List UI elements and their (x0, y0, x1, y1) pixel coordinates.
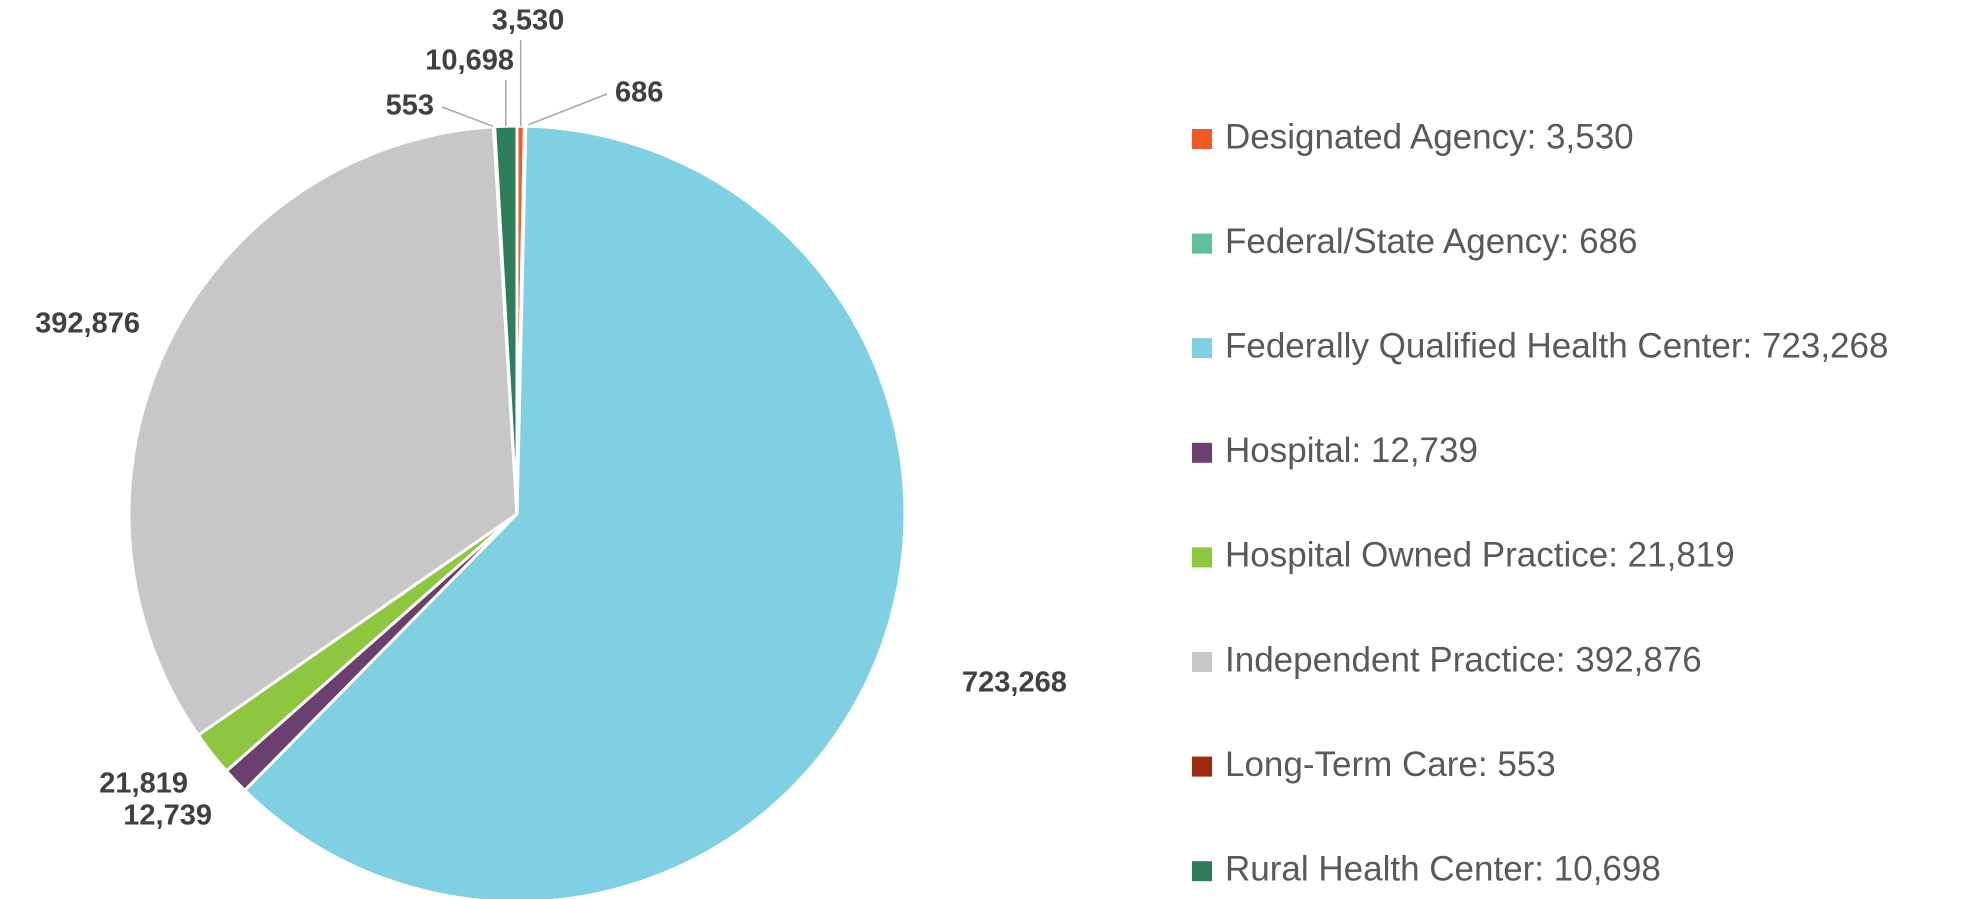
legend-label: Hospital: 12,739 (1225, 431, 1478, 470)
legend-label: Designated Agency: 3,530 (1225, 117, 1634, 156)
data-label: 392,876 (35, 308, 140, 340)
data-label: 723,268 (962, 667, 1067, 699)
legend-swatch (1192, 233, 1212, 254)
legend-swatch (1192, 652, 1212, 672)
legend-label: Independent Practice: 392,876 (1225, 640, 1702, 679)
legend-label: Long-Term Care: 553 (1225, 745, 1556, 784)
legend-swatch (1192, 756, 1212, 777)
legend-label: Rural Health Center: 10,698 (1225, 849, 1661, 888)
data-label: 3,530 (492, 5, 565, 37)
pie-slice (242, 124, 907, 899)
legend-swatch (1192, 129, 1212, 149)
data-label: 21,819 (99, 768, 188, 800)
legend-swatch (1192, 338, 1212, 359)
leader-line (441, 106, 495, 128)
data-label: 553 (386, 90, 434, 122)
legend-label: Federal/State Agency: 686 (1225, 222, 1638, 261)
data-label: 12,739 (123, 800, 212, 832)
legend-label: Federally Qualified Health Center: 723,2… (1225, 326, 1888, 365)
legend-swatch (1192, 547, 1212, 568)
legend-label: Hospital Owned Practice: 21,819 (1225, 536, 1735, 575)
data-label: 686 (615, 77, 663, 109)
pie-slice (127, 125, 519, 738)
legend-swatch (1192, 861, 1212, 882)
data-label: 10,698 (425, 45, 514, 77)
leader-line (524, 93, 608, 127)
legend-swatch (1192, 442, 1212, 463)
